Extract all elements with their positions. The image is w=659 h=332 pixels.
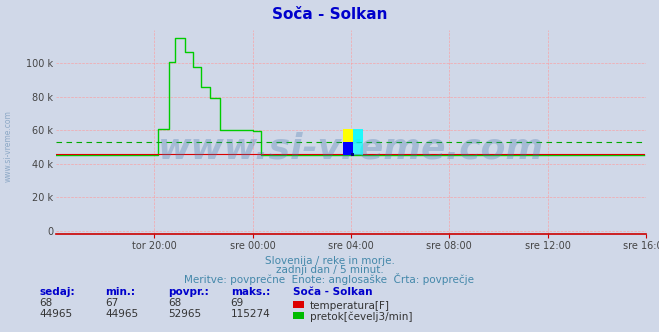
Bar xyxy=(353,142,363,155)
Bar xyxy=(351,153,354,156)
Text: 67: 67 xyxy=(105,298,119,308)
Text: Slovenija / reke in morje.: Slovenija / reke in morje. xyxy=(264,256,395,266)
Text: temperatura[F]: temperatura[F] xyxy=(310,301,389,311)
Text: Soča - Solkan: Soča - Solkan xyxy=(293,287,373,297)
Text: 44965: 44965 xyxy=(40,309,72,319)
Bar xyxy=(343,129,353,142)
Text: zadnji dan / 5 minut.: zadnji dan / 5 minut. xyxy=(275,265,384,275)
Text: 115274: 115274 xyxy=(231,309,270,319)
Text: pretok[čevelj3/min]: pretok[čevelj3/min] xyxy=(310,311,413,322)
Text: povpr.:: povpr.: xyxy=(168,287,209,297)
Text: 44965: 44965 xyxy=(105,309,138,319)
Text: min.:: min.: xyxy=(105,287,136,297)
Text: Meritve: povprečne  Enote: anglosaške  Črta: povprečje: Meritve: povprečne Enote: anglosaške Črt… xyxy=(185,273,474,285)
Text: www.si-vreme.com: www.si-vreme.com xyxy=(158,131,544,165)
Text: maks.:: maks.: xyxy=(231,287,270,297)
Text: www.si-vreme.com: www.si-vreme.com xyxy=(3,110,13,182)
Bar xyxy=(353,129,363,142)
Text: 52965: 52965 xyxy=(168,309,201,319)
Text: Soča - Solkan: Soča - Solkan xyxy=(272,7,387,23)
Text: sedaj:: sedaj: xyxy=(40,287,75,297)
Bar xyxy=(343,142,353,155)
Text: 68: 68 xyxy=(40,298,53,308)
Text: 68: 68 xyxy=(168,298,181,308)
Text: 69: 69 xyxy=(231,298,244,308)
